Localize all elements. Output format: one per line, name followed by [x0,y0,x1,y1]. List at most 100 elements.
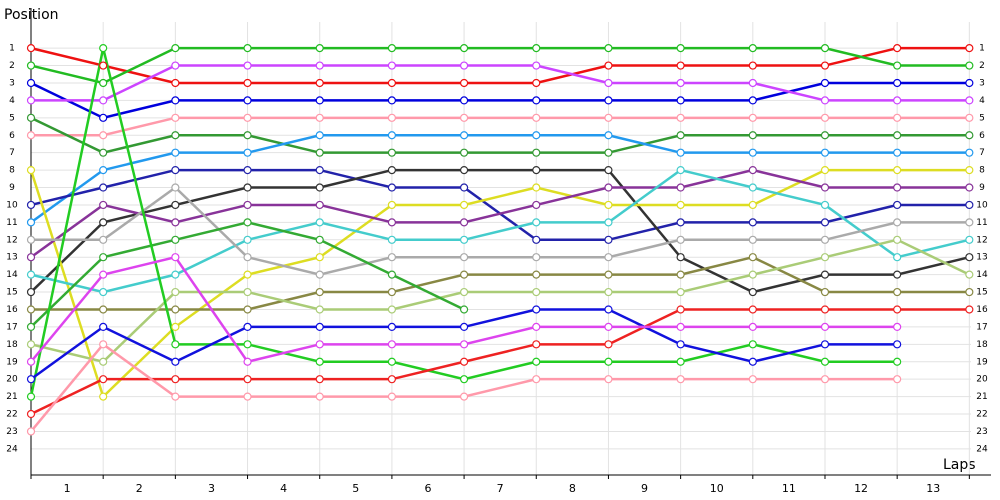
point [387,148,397,157]
point [243,375,252,384]
point [532,305,541,314]
point [676,96,685,105]
y-tick-label: 20 [6,375,18,385]
point [387,340,397,349]
point [893,340,902,349]
point [315,235,324,244]
point [748,305,757,314]
x-tick-label: 11 [782,482,796,495]
point [820,218,830,227]
y-tick-label-right: 1 [979,44,985,54]
point [243,357,252,366]
point [532,270,541,279]
point [893,200,902,210]
point [459,131,469,140]
point [315,340,324,349]
series-line [30,116,970,154]
y-tick-label-right: 13 [976,253,987,263]
point [820,270,830,279]
point [532,253,541,262]
point [171,375,180,384]
series-line [30,46,970,85]
point [820,200,830,210]
point [26,375,36,384]
point [387,183,397,192]
point [532,61,541,70]
point [532,131,541,140]
point [748,357,757,366]
point [820,96,830,105]
point [676,61,685,70]
point [532,287,541,297]
point [171,131,180,140]
point [820,357,830,366]
point [99,131,108,140]
point [965,200,974,210]
point [820,287,830,297]
point [99,322,108,332]
point [676,218,685,227]
point [99,375,108,384]
point [315,218,324,227]
point [676,78,685,88]
point [748,113,757,122]
point [243,270,252,279]
point [315,44,324,53]
point [676,165,685,175]
series-line [31,64,970,102]
point [604,322,613,332]
x-tick-label: 6 [424,482,431,495]
point [748,270,757,279]
point [315,200,324,210]
y-tick-label: 14 [6,270,18,280]
point [315,375,324,384]
point [387,78,397,88]
point [748,218,757,227]
y-tick-label-right: 17 [976,322,987,332]
point [315,357,324,366]
y-tick-label-right: 7 [979,148,985,158]
y-tick-label: 16 [6,305,18,315]
point [26,305,36,314]
y-tick-label: 4 [9,96,15,106]
point [315,165,324,175]
point [99,305,108,314]
point [26,218,36,227]
point [171,340,180,349]
point [965,44,974,53]
series-line [30,81,970,120]
point [171,96,180,105]
point [820,322,830,332]
y-tick-label: 22 [6,410,17,420]
point [459,357,469,366]
point [315,113,324,122]
point [676,305,685,314]
y-tick-label-right: 6 [979,131,985,141]
point [99,235,108,244]
point [26,78,36,88]
point [459,305,469,314]
point [459,78,469,88]
point [315,183,324,192]
point [604,113,613,122]
y-tick-label-right: 23 [976,427,987,437]
point [965,96,974,105]
point [820,375,830,384]
point [604,357,613,366]
x-tick-label: 9 [641,482,648,495]
x-tick-label: 12 [854,482,868,495]
point [243,235,252,244]
y-tick-label-right: 9 [979,183,985,193]
point [243,340,252,349]
point [243,287,252,297]
point [171,183,180,192]
point [893,44,902,53]
point [243,131,252,140]
point [99,357,108,366]
point [459,253,469,262]
point [459,200,469,210]
point [171,200,180,210]
point [965,131,974,140]
point [532,44,541,53]
point [893,78,902,88]
